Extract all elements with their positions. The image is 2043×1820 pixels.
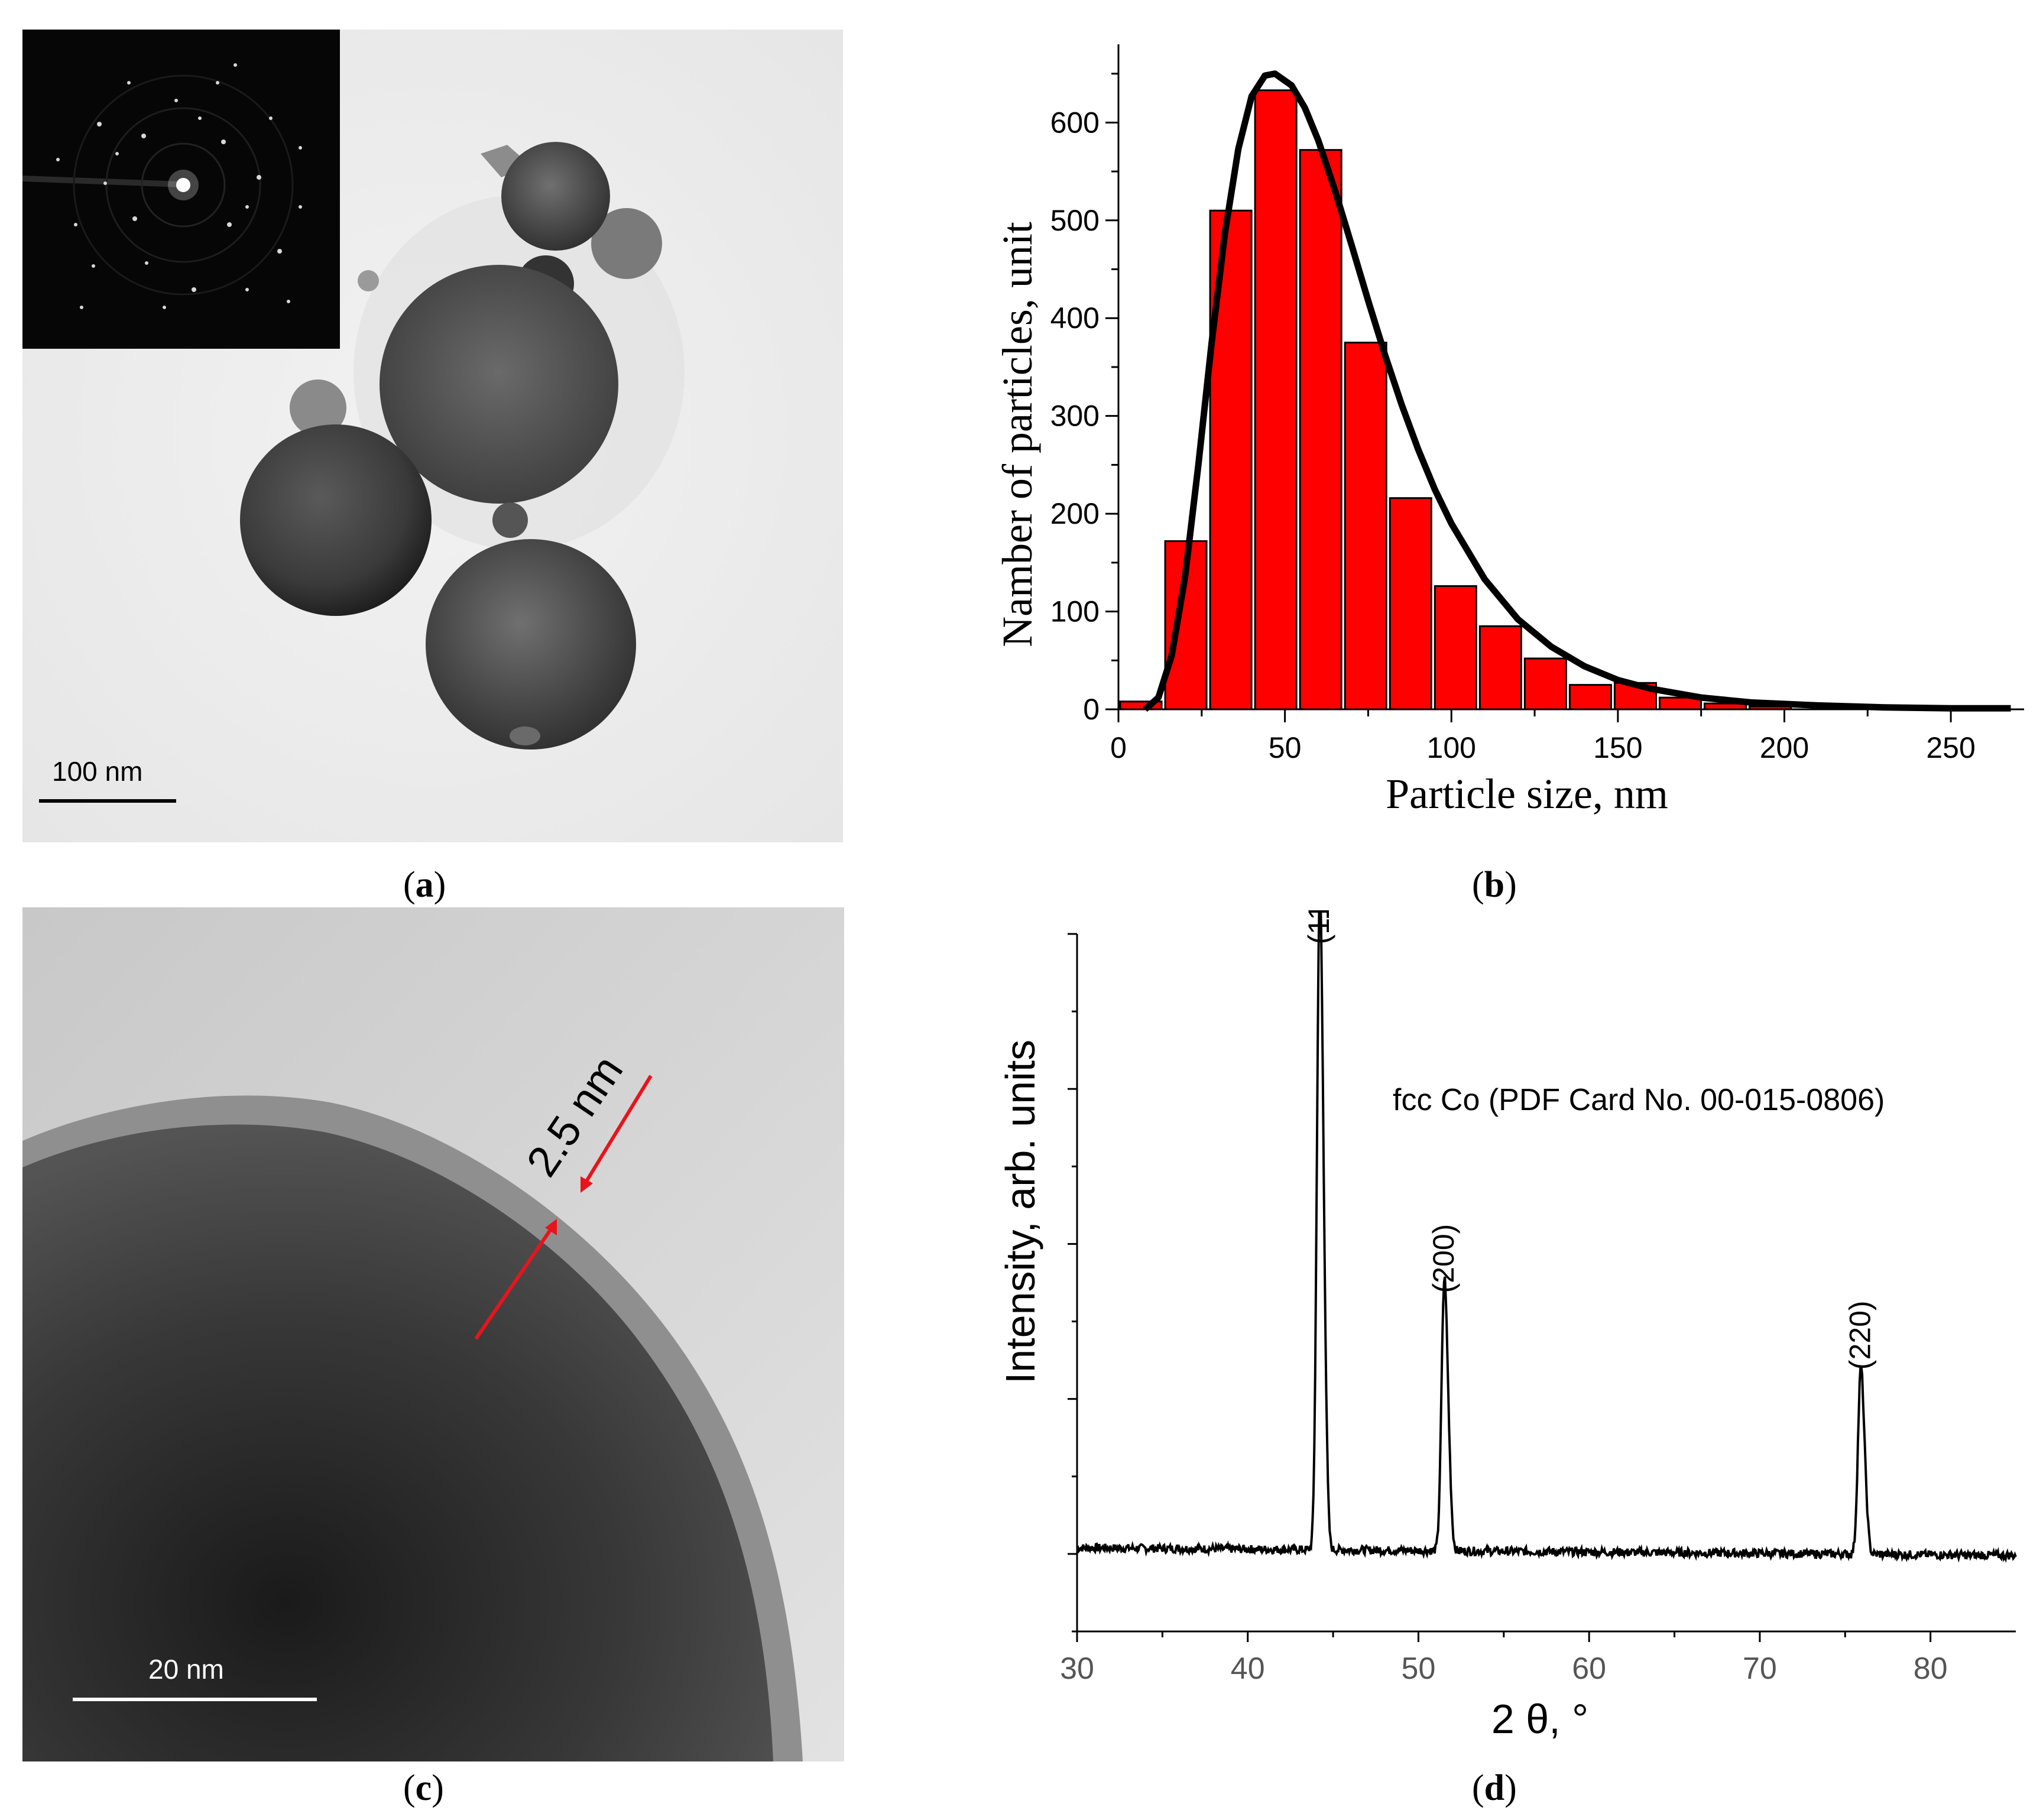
particle-small [591, 208, 662, 279]
histogram-bar [1299, 149, 1342, 711]
caption-a: (a) [403, 865, 446, 905]
x-tick-label: 60 [1572, 1652, 1606, 1686]
y-axis-label: Intensity, arb. units [997, 1040, 1043, 1384]
histogram-bar [1389, 497, 1432, 711]
y-axis-label: Namber of particles, unit [994, 222, 1041, 647]
caption-b-letter: b [1484, 865, 1505, 905]
particle-large [380, 265, 618, 504]
caption-c-letter: c [415, 1768, 432, 1808]
y-tick-label: 100 [1050, 595, 1100, 628]
particle-small [358, 270, 379, 291]
x-tick-label: 70 [1743, 1652, 1777, 1686]
y-tick-label: 400 [1050, 301, 1100, 335]
y-tick-label: 300 [1050, 400, 1100, 433]
particle-medium [501, 142, 610, 251]
histogram-bar [1254, 89, 1298, 711]
x-tick-label: 0 [1110, 731, 1127, 764]
peak-label: (220) [1843, 1300, 1876, 1370]
panel-a: 100 nm [22, 30, 843, 842]
x-tick-label: 50 [1269, 731, 1302, 764]
y-tick-label: 0 [1083, 693, 1100, 726]
x-tick-label: 40 [1231, 1652, 1265, 1686]
caption-d: (d) [1472, 1768, 1517, 1808]
arrowhead [581, 1176, 593, 1193]
x-tick-label: 50 [1402, 1652, 1436, 1686]
caption-a-letter: a [415, 865, 434, 905]
histogram-bar [1344, 342, 1387, 711]
hrtem-image-c: 2.5 nm [22, 907, 844, 1761]
x-tick-label: 30 [1060, 1652, 1094, 1686]
y-tick-label: 500 [1050, 204, 1100, 237]
particle-large [240, 424, 432, 616]
histogram-bar [1478, 625, 1522, 711]
tem-image-a [22, 30, 843, 842]
x-tick-label: 200 [1760, 731, 1809, 764]
x-axis-label: Particle size, nm [1386, 770, 1668, 817]
x-tick-label: 100 [1427, 731, 1476, 764]
particle-large [426, 539, 636, 750]
thickness-arrow-outer [582, 1075, 653, 1186]
caption-d-letter: d [1484, 1768, 1505, 1808]
particle-small [290, 379, 346, 436]
particle-small [492, 502, 528, 538]
panel-c: 2.5 nm 20 nm [22, 907, 844, 1761]
phase-label: fcc Co (PDF Card No. 00-015-0806) [1393, 1083, 1885, 1117]
peak-label: (200) [1427, 1224, 1460, 1293]
particle-small [510, 726, 540, 745]
peak-label: (111) [1302, 910, 1335, 944]
caption-b: (b) [1472, 865, 1517, 905]
scale-bar-label: 20 nm [148, 1654, 224, 1685]
lognormal-fit-curve [1143, 70, 2011, 712]
metal-core [22, 1124, 773, 1761]
scale-bar-label: 100 nm [52, 756, 143, 787]
x-tick-label: 250 [1926, 731, 1975, 764]
panel-b: 0 50 100 150 200 250 0 100 200 300 400 500 600 Parti… [969, 30, 2034, 845]
histogram-chart: 0 50 100 150 200 250 0 100 200 300 400 500 600 Parti… [994, 44, 2024, 817]
histogram-bar [1568, 684, 1612, 711]
y-tick-label: 200 [1050, 497, 1100, 530]
xrd-pattern-line [1076, 888, 2017, 1563]
thickness-arrow-inner [474, 1225, 554, 1340]
x-axis-label: 2 θ, ° [1491, 1696, 1588, 1742]
panel-d: 30 40 50 60 70 80 (111) (200) (220) fcc Co (PDF… [969, 880, 2034, 1761]
y-tick-label: 600 [1050, 106, 1100, 139]
histogram-bar [1434, 585, 1477, 711]
x-tick-label: 150 [1593, 731, 1642, 764]
xrd-chart: 30 40 50 60 70 80 (111) (200) (220) fcc Co (PDF… [997, 880, 2017, 1742]
diffraction-inset [22, 30, 340, 349]
histogram-bar [1523, 657, 1567, 711]
caption-c: (c) [403, 1768, 444, 1808]
x-tick-label: 80 [1914, 1652, 1948, 1686]
arrowhead [545, 1219, 557, 1235]
